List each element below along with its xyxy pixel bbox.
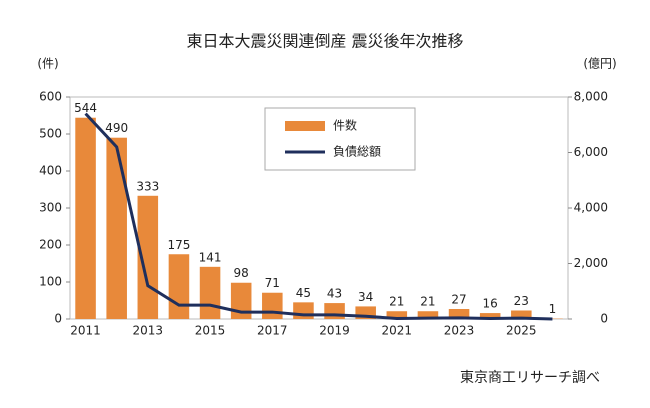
y2-axis-label: (億円) (583, 57, 616, 71)
bar (168, 254, 190, 319)
bar (75, 117, 96, 319)
y-tick-label: 300 (39, 201, 62, 215)
x-tick-label: 2019 (319, 324, 350, 338)
bar-value-label: 71 (265, 276, 280, 290)
bar-value-label: 43 (327, 287, 342, 301)
y-tick-label: 600 (39, 90, 62, 104)
y2-tick-label: 0 (600, 312, 608, 326)
bar (293, 302, 314, 319)
bar-value-label: 27 (451, 293, 466, 307)
y2-tick-label: 8,000 (574, 90, 608, 104)
bar (106, 137, 127, 319)
bar-value-label: 490 (105, 121, 128, 135)
x-tick-label: 2013 (133, 324, 164, 338)
bar (199, 266, 221, 319)
y2-tick-label: 6,000 (574, 145, 608, 159)
bar-value-label: 23 (514, 294, 529, 308)
x-tick-label: 2021 (382, 324, 413, 338)
bar-value-label: 544 (74, 101, 97, 115)
bar-value-label: 1 (549, 302, 557, 316)
source-note: 東京商工リサーチ調べ (460, 370, 600, 386)
y2-tick-label: 2,000 (574, 256, 608, 270)
bar-value-label: 141 (199, 250, 222, 264)
x-tick-label: 2015 (195, 324, 226, 338)
bar-value-label: 45 (296, 286, 311, 300)
y-tick-label: 400 (39, 164, 62, 178)
debt-line (84, 112, 553, 321)
bar (262, 292, 283, 319)
bar-value-label: 34 (358, 290, 373, 304)
legend-box (264, 107, 416, 171)
x-tick-label: 2017 (257, 324, 288, 338)
bar-value-label: 175 (167, 238, 190, 252)
bar-value-label: 21 (420, 295, 435, 309)
y-tick-label: 0 (54, 312, 62, 326)
bar (479, 313, 501, 319)
legend-label: 件数 (333, 118, 357, 133)
bar-value-label: 16 (483, 297, 498, 311)
legend-label: 負債総額 (333, 144, 381, 159)
bar-value-label: 333 (136, 179, 159, 193)
bar-value-label: 98 (234, 266, 249, 280)
x-tick-label: 2023 (444, 324, 475, 338)
bar (386, 311, 408, 319)
y2-tick-label: 4,000 (574, 201, 608, 215)
y-tick-label: 200 (39, 238, 62, 252)
chart-title: 東日本大震災関連倒産 震災後年次推移 (186, 32, 463, 51)
bar (511, 310, 532, 319)
y-axis-label: (件) (37, 57, 58, 71)
bar (448, 309, 470, 319)
bar-value-label: 21 (389, 295, 404, 309)
legend-swatch (285, 121, 325, 131)
x-tick-label: 2011 (70, 324, 101, 338)
y-tick-label: 500 (39, 127, 62, 141)
y-tick-label: 100 (39, 275, 62, 289)
bar (417, 311, 439, 319)
x-tick-label: 2025 (506, 324, 537, 338)
